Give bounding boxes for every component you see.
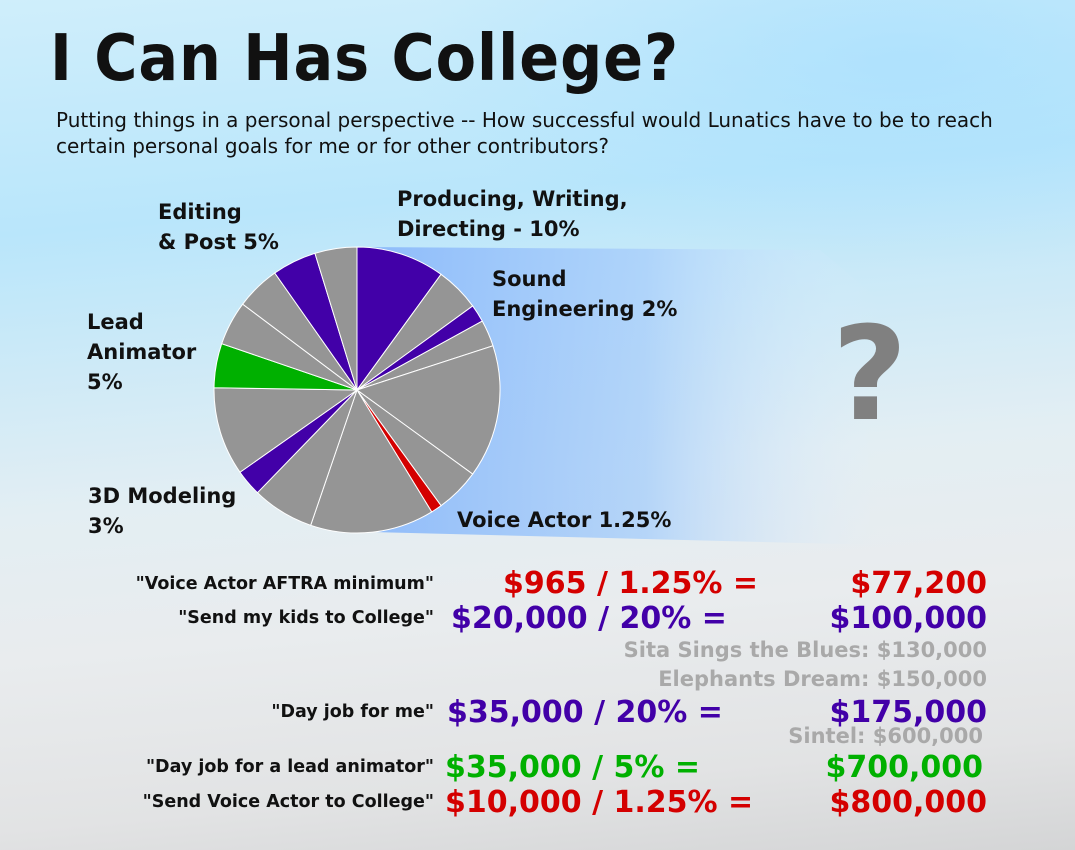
row-lhs-day-job-me: $35,000 / 20% = [447,695,723,730]
pie-slice-7 [310,388,433,534]
pie-slice-15 [314,246,358,391]
pie-slice-10 [213,387,359,473]
reference-elephants: Elephants Dream: $150,000 [658,667,987,691]
reference-sita: Sita Sings the Blues: $130,000 [623,638,987,662]
page-subtitle: Putting things in a personal perspective… [56,108,993,158]
row-rhs-aftra: $77,200 [850,566,987,601]
row-rhs-voice-actor-college: $800,000 [829,785,987,820]
slice-label-producing: Producing, Writing, Directing - 10% [397,187,628,241]
row-label-lead-animator: "Day job for a lead animator" [145,757,434,777]
row-label-voice-actor-college: "Send Voice Actor to College" [142,792,434,812]
slice-label-lead-animator: Lead Animator 5% [87,310,197,394]
pie-slice-0 [356,246,442,392]
reference-sintel: Sintel: $600,000 [788,724,983,748]
perspective-beam [360,247,880,545]
row-rhs-lead-animator: $700,000 [825,750,983,785]
slice-label-editing: Editing & Post 5% [158,200,279,254]
row-lhs-aftra: $965 / 1.25% = [503,566,758,601]
page-title: I Can Has College? [50,22,680,96]
slice-label-3d-modeling: 3D Modeling 3% [88,484,237,538]
slice-label-sound: Sound Engineering 2% [492,267,678,321]
row-lhs-kids-college: $20,000 / 20% = [451,601,727,636]
row-label-kids-college: "Send my kids to College" [178,608,434,628]
pie-slice-4 [355,345,501,475]
row-rhs-day-job-me: $175,000 [829,695,987,730]
row-rhs-kids-college: $100,000 [829,601,987,636]
row-label-aftra: "Voice Actor AFTRA minimum" [135,574,434,594]
row-lhs-lead-animator: $35,000 / 5% = [445,750,700,785]
pie-slices [213,246,501,534]
question-mark: ? [832,298,908,450]
slice-label-voice-actor: Voice Actor 1.25% [457,508,672,532]
row-lhs-voice-actor-college: $10,000 / 1.25% = [445,785,754,820]
row-label-day-job-me: "Day job for me" [271,702,434,722]
